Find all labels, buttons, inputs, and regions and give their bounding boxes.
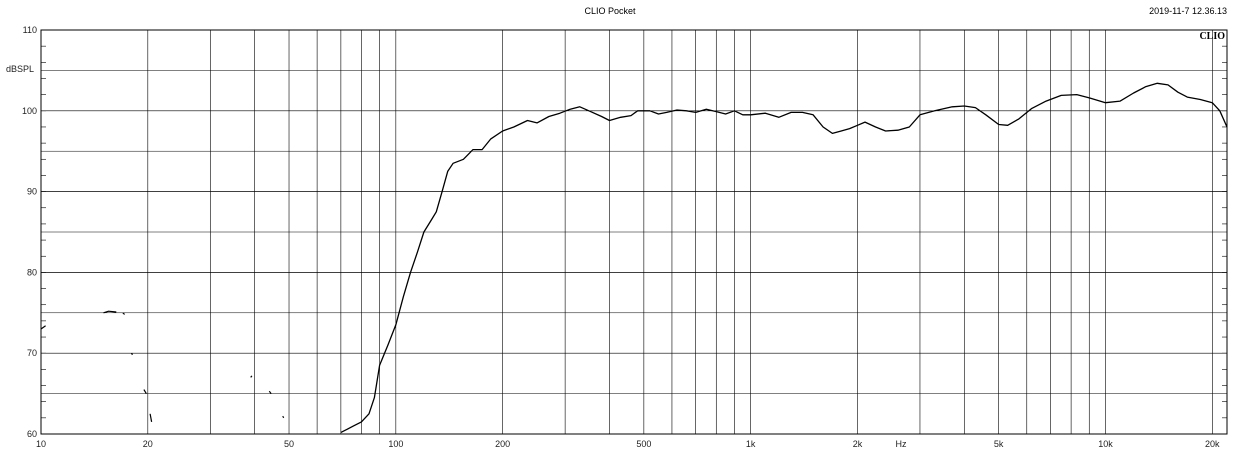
x-tick-label: 10k: [1098, 439, 1113, 449]
x-tick-labels: 10 20 50 100 200 500 1k 2k 5k 10k 20k: [36, 439, 1220, 449]
y-tick-label: 90: [27, 187, 37, 197]
response-line: [340, 82, 1228, 433]
clio-logo: CLIO: [1199, 31, 1225, 42]
timestamp-label: 2019-11-7 12.36.13: [1149, 6, 1227, 16]
y-axis-label: dBSPL: [6, 64, 34, 74]
response-fragment: [282, 415, 285, 419]
x-tick-label: 2k: [853, 439, 863, 449]
response-fragment: [40, 325, 46, 330]
x-tick-label: 200: [495, 439, 510, 449]
x-tick-label: 10: [36, 439, 46, 449]
response-fragment: [149, 413, 153, 423]
minor-y-grid: [41, 70, 1227, 394]
response-fragment: [143, 389, 147, 394]
response-fragment: [250, 375, 253, 378]
chart-title: CLIO Pocket: [584, 6, 636, 16]
y-tick-labels: 60 70 80 90 100 110: [22, 25, 37, 439]
x-tick-label: 5k: [994, 439, 1004, 449]
response-fragment: [103, 310, 117, 314]
x-tick-label: 20k: [1205, 439, 1220, 449]
plot-frame: [40, 29, 1228, 435]
y-tick-label: 80: [27, 267, 37, 277]
response-curve: [40, 82, 1228, 433]
x-tick-label: 1k: [746, 439, 756, 449]
response-fragment: [268, 390, 272, 394]
response-fragment: [131, 352, 133, 356]
response-fragment: [122, 312, 125, 315]
x-tick-label: 100: [388, 439, 403, 449]
x-tick-label: 500: [636, 439, 651, 449]
y-tick-label: 70: [27, 348, 37, 358]
x-tick-label: 20: [143, 439, 153, 449]
x-axis-label: Hz: [896, 439, 907, 449]
x-tick-label: 50: [284, 439, 294, 449]
y-tick-label: 100: [22, 106, 37, 116]
y-tick-label: 110: [23, 25, 37, 35]
y-tick-label: 60: [27, 429, 37, 439]
